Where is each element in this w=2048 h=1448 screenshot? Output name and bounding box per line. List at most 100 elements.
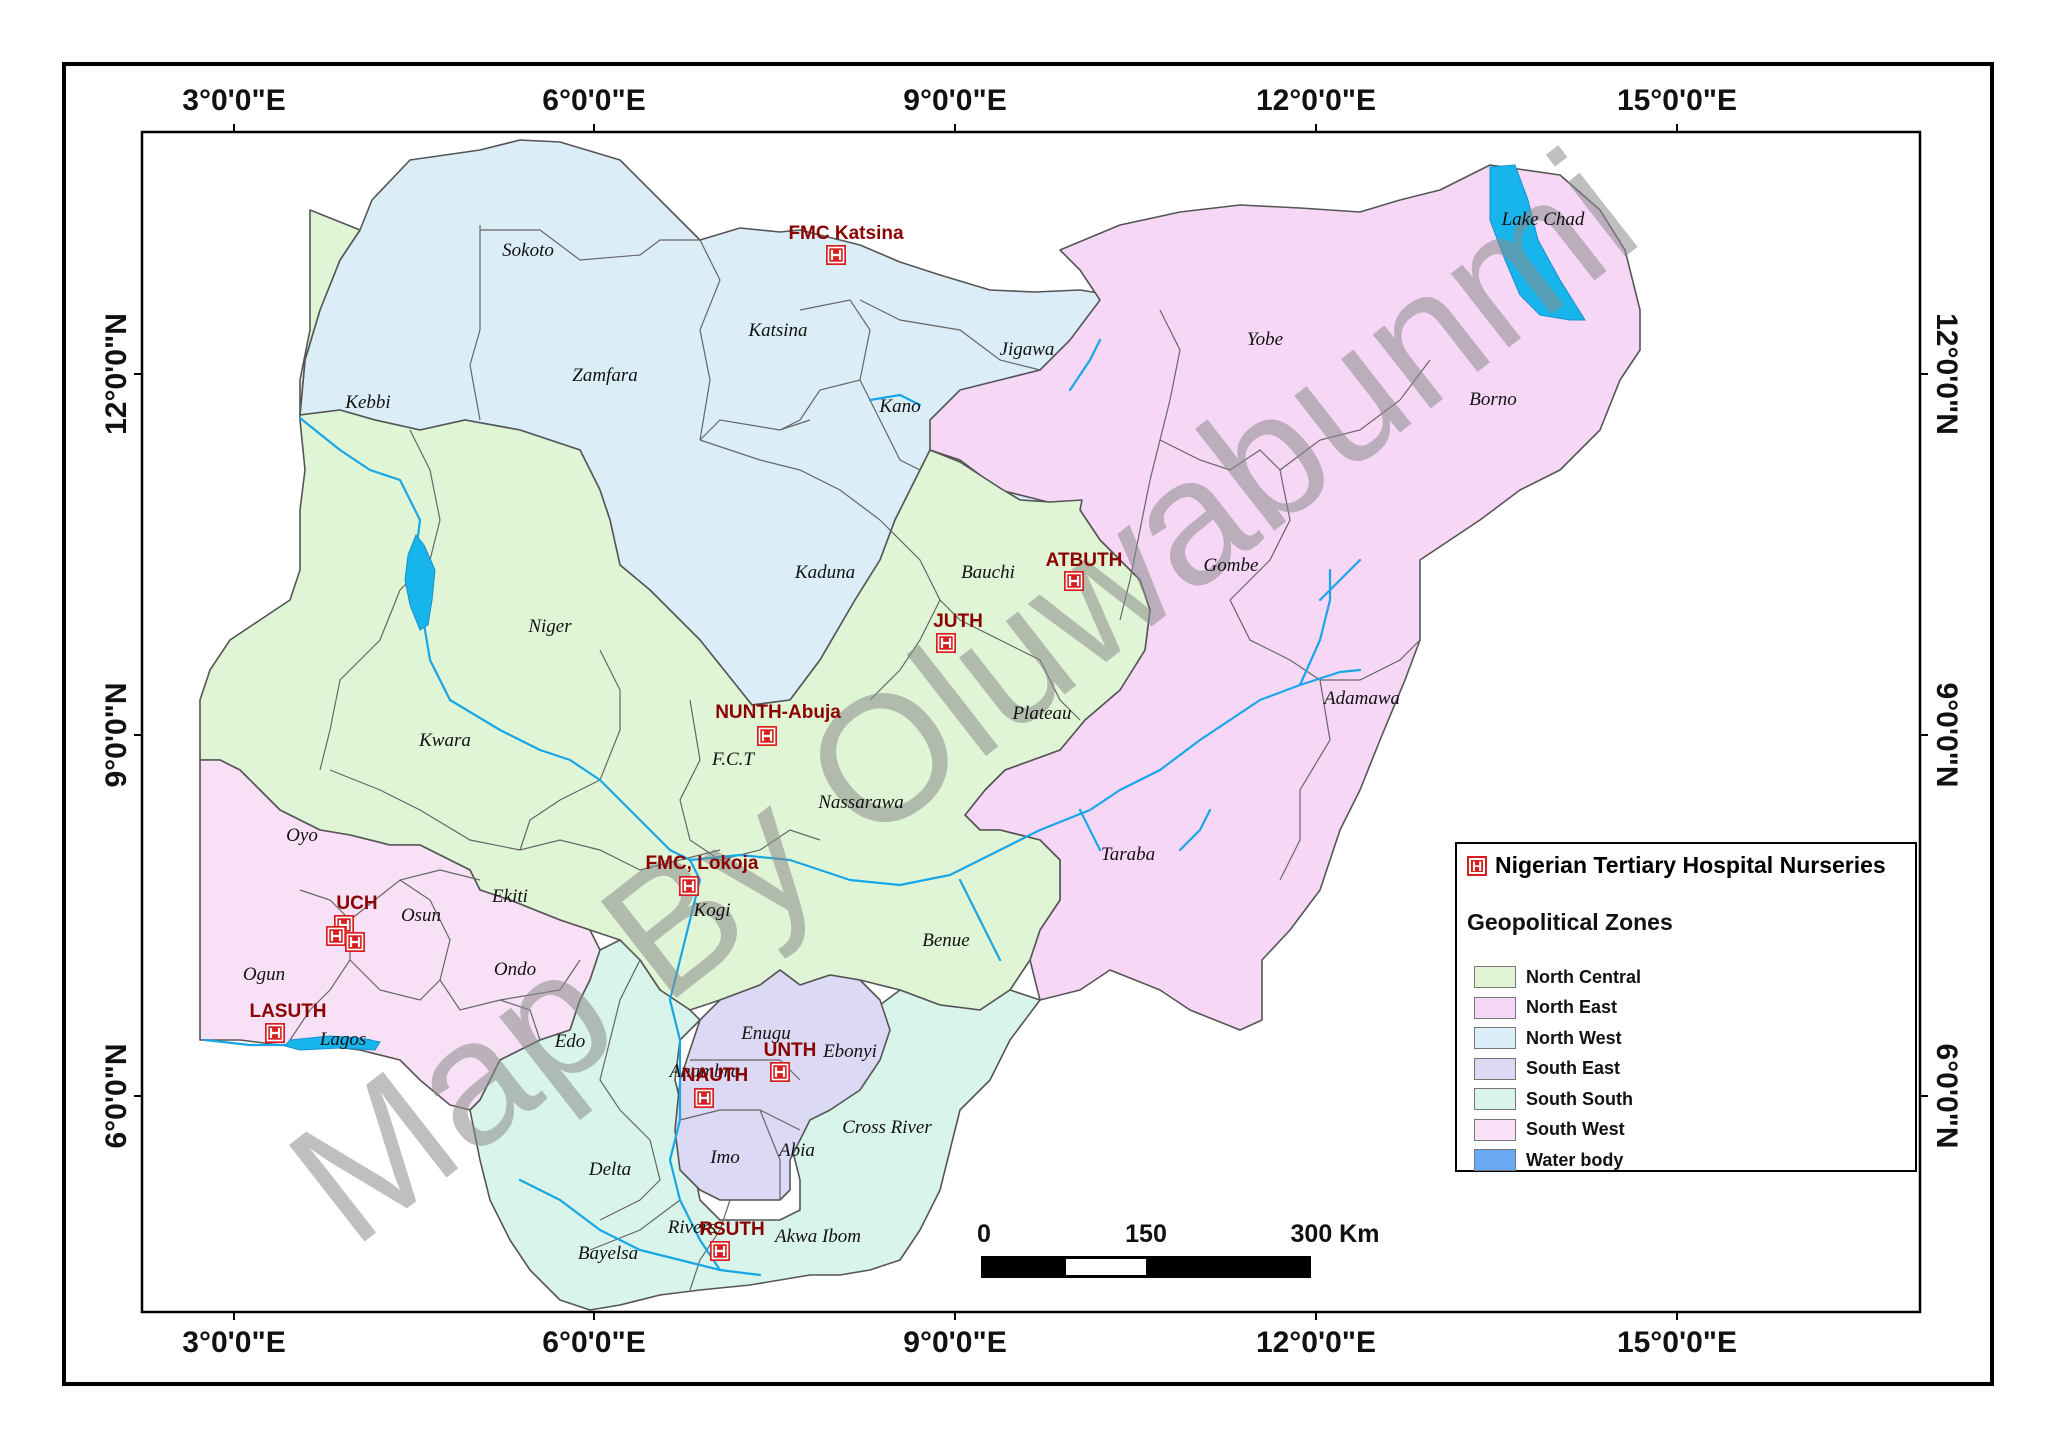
hospital-label-juth: JUTH [933, 611, 983, 632]
y-tick-right-12n: 12°0'0"N [1930, 313, 1963, 435]
legend-zone-item: South South [1474, 1088, 1633, 1110]
state-label-kogi: Kogi [693, 900, 731, 921]
river-tributary-3 [958, 878, 1002, 962]
hospital-icon-juth[interactable] [934, 631, 958, 655]
scale-label-0: 0 [977, 1220, 991, 1248]
y-tick-right-6n: 6°0'0"N [1930, 1043, 1963, 1148]
state-label-kano: Kano [878, 396, 920, 417]
state-label-ebonyi: Ebonyi [822, 1041, 877, 1062]
hospital-icon-nauth[interactable] [692, 1086, 716, 1110]
hospital-label-uch: UCH [336, 893, 377, 914]
river-benue [688, 668, 1362, 887]
state-label-jigawa: Jigawa [1000, 339, 1055, 360]
hospital-label-fmc-katsina: FMC Katsina [788, 223, 904, 244]
state-label-bayelsa: Bayelsa [578, 1243, 638, 1264]
legend-zone-label: North Central [1526, 966, 1642, 987]
map-neatline [140, 130, 1922, 1314]
legend-zone-label: North West [1526, 1027, 1622, 1048]
state-label-ogun: Ogun [243, 964, 285, 985]
state-label-akwa-ibom: Akwa Ibom [773, 1226, 861, 1247]
state-label-edo: Edo [554, 1031, 586, 1052]
map-outer-frame [62, 62, 1994, 1386]
river-niger [298, 416, 722, 1272]
hospital-labels: FMC Katsina ATBUTH JUTH NUNTH-Abuja FMC,… [249, 223, 1122, 1240]
hospital-icon-lasuth[interactable] [263, 1021, 287, 1045]
hospital-icon-uch-2[interactable] [324, 924, 348, 948]
hospital-label-fmc-lokoja: FMC, Lokoja [646, 853, 759, 874]
hospital-label-nunth-abuja: NUNTH-Abuja [715, 702, 841, 723]
scale-bar: 0 150 300 Km [977, 1220, 1380, 1278]
legend-swatch [1474, 996, 1516, 1019]
legend-zones-title: Geopolitical Zones [1467, 909, 1673, 935]
legend-swatch [1474, 1027, 1516, 1049]
river-tributary-2 [1078, 808, 1102, 852]
scale-label-300: 300 Km [1291, 1220, 1380, 1248]
state-label-lagos: Lagos [319, 1029, 366, 1050]
hospital-icon-unth[interactable] [768, 1060, 792, 1084]
zone-south-east[interactable] [674, 969, 891, 1201]
hospital-label-unth: UNTH [764, 1040, 817, 1061]
x-tick-labels-bottom: 3°0'0"E 6°0'0"E 9°0'0"E 12°0'0"E 15°0'0"… [182, 1326, 1737, 1359]
river-tributary-6 [1068, 338, 1102, 392]
scale-label-150: 150 [1125, 1220, 1167, 1248]
state-label-katsina: Katsina [747, 320, 807, 341]
state-label-oyo: Oyo [286, 825, 318, 846]
legend-zone-item: North East [1474, 996, 1618, 1019]
y-tick-left-6n: 6°0'0"N [100, 1043, 133, 1148]
state-label-imo: Imo [709, 1147, 740, 1168]
state-label-nassarawa: Nassarawa [817, 792, 904, 813]
hospital-icon-rsuth[interactable] [708, 1239, 732, 1263]
hospital-label-lasuth: LASUTH [249, 1001, 326, 1022]
state-label-zamfara: Zamfara [572, 365, 637, 386]
hospital-icon-uch-3[interactable] [343, 930, 367, 954]
hospital-icon-nunth-abuja[interactable] [755, 724, 779, 748]
geopolitical-zones [199, 139, 1641, 1311]
x-tick-top-12e: 12°0'0"E [1256, 84, 1376, 117]
state-label-lake-chad: Lake Chad [1501, 209, 1585, 230]
state-label-taraba: Taraba [1101, 844, 1155, 865]
hospital-label-rsuth: RSUTH [699, 1219, 764, 1240]
hospital-icon [1467, 855, 1487, 876]
state-label-kebbi: Kebbi [344, 392, 390, 413]
legend-zone-item: North Central [1474, 966, 1641, 988]
legend-zone-label: South West [1526, 1119, 1625, 1139]
state-label-borno: Borno [1469, 389, 1517, 410]
river-tributary-7 [1318, 558, 1362, 602]
hospital-icon-fmc-katsina[interactable] [824, 243, 848, 267]
x-tick-top-9e: 9°0'0"E [903, 84, 1006, 117]
state-label-bauchi: Bauchi [961, 562, 1015, 583]
river-tributary-1 [1298, 568, 1332, 687]
hospital-label-nauth: NAUTH [682, 1065, 749, 1086]
state-label-yobe: Yobe [1247, 329, 1283, 350]
state-label-adamawa: Adamawa [1322, 688, 1400, 709]
legend-zone-item: South East [1474, 1057, 1621, 1080]
state-label-ekiti: Ekiti [491, 886, 528, 907]
legend-swatch [1474, 1057, 1516, 1080]
state-label-ondo: Ondo [494, 959, 536, 980]
state-label-niger: Niger [527, 616, 572, 637]
x-tick-labels-top: 3°0'0"E 6°0'0"E 9°0'0"E 12°0'0"E 15°0'0"… [182, 84, 1737, 117]
state-labels: Sokoto Katsina Zamfara Kebbi Jigawa Kano… [243, 209, 1585, 1264]
hospital-icon-atbuth[interactable] [1062, 569, 1086, 593]
river-delta [518, 1178, 762, 1277]
legend-hospital-row: Nigerian Tertiary Hospital Nurseries [1467, 852, 1886, 879]
hospital-icon-fmc-lokoja[interactable] [677, 874, 701, 898]
state-label-enugu: Enugu [740, 1023, 791, 1044]
y-tick-left-12n: 12°0'0"N [100, 313, 133, 435]
x-tick-bottom-3e: 3°0'0"E [182, 1326, 285, 1359]
y-tick-right-9n: 9°0'0"N [1930, 682, 1963, 787]
state-label-rivers: Rivers [667, 1217, 717, 1238]
legend-zone-label: North East [1526, 997, 1618, 1017]
river-tributary-5 [868, 393, 922, 407]
state-label-fct: F.C.T [711, 749, 755, 770]
legend-zone-label: South South [1526, 1088, 1633, 1109]
x-tick-bottom-6e: 6°0'0"E [542, 1326, 645, 1359]
legend-zone-label: South East [1526, 1058, 1621, 1078]
y-tick-left-9n: 9°0'0"N [100, 682, 133, 787]
y-tick-labels-right: 12°0'0"N 9°0'0"N 6°0'0"N [1930, 313, 1963, 1148]
legend-swatch [1474, 1118, 1516, 1141]
legend-zone-item: North West [1474, 1027, 1622, 1049]
water-kainji-lake [404, 534, 436, 631]
state-label-gombe: Gombe [1204, 555, 1259, 576]
